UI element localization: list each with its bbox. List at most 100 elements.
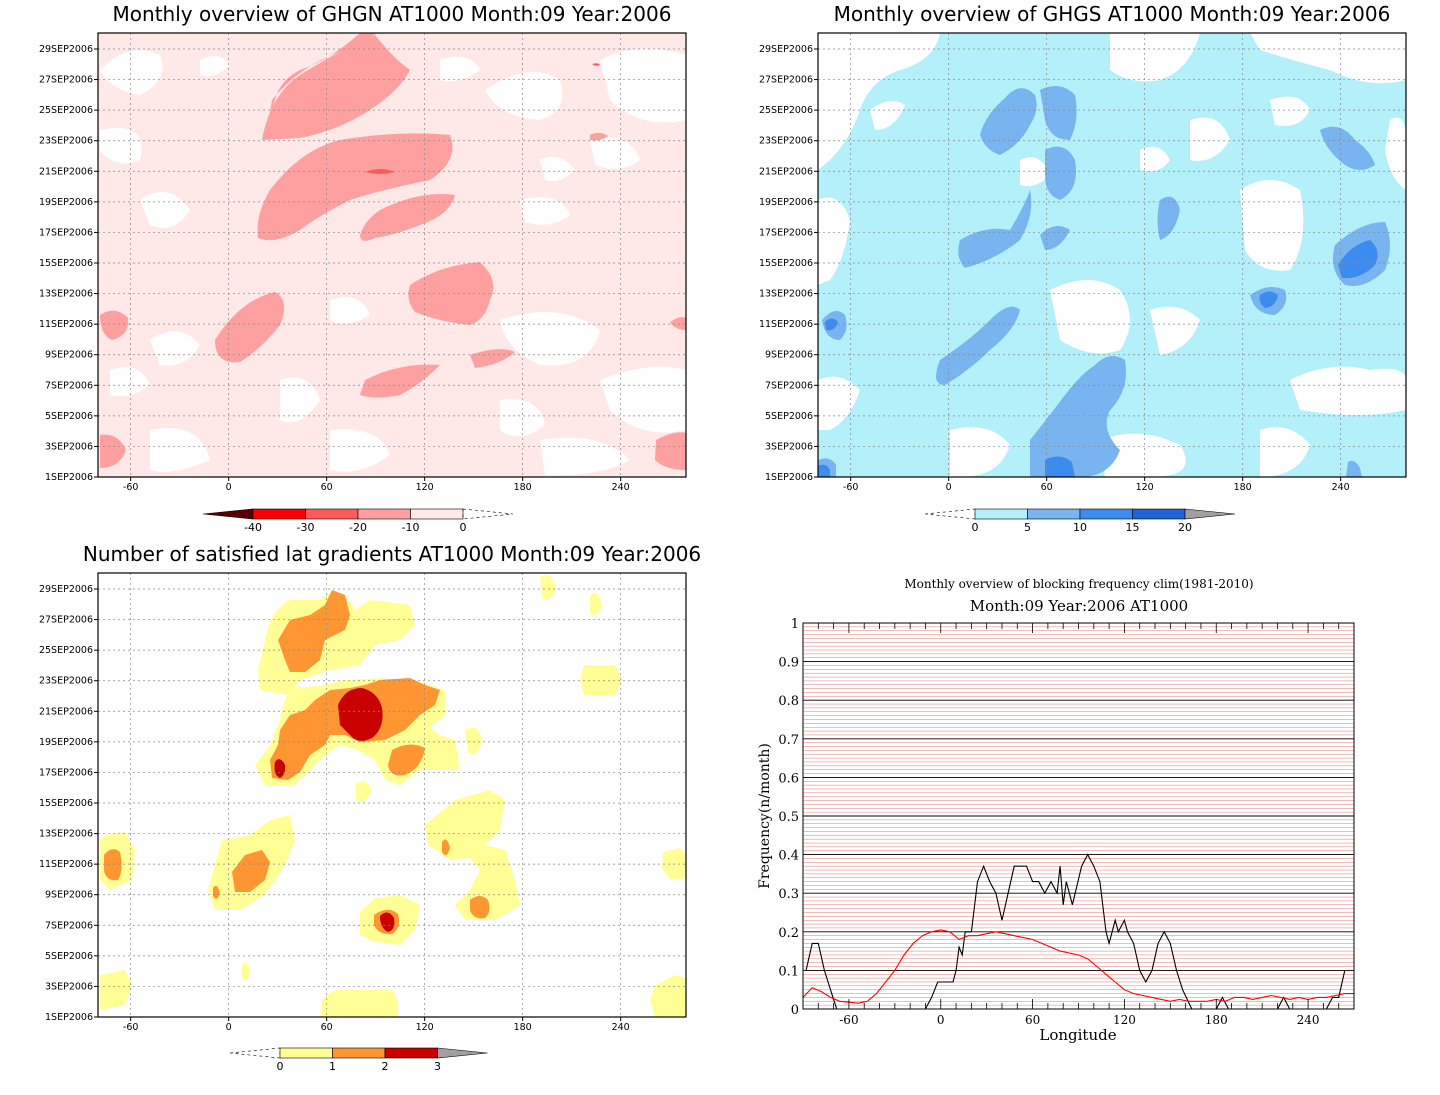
y-tick-label: 9SEP2006 (45, 350, 93, 361)
colorbar-segment (384, 1047, 438, 1059)
y-tick-label: 29SEP2006 (39, 584, 93, 595)
y-tick-label: 17SEP2006 (39, 227, 93, 238)
ghgn-panel: Monthly overview of GHGN AT1000 Month:09… (39, 2, 687, 534)
y-tick-label: 0 (791, 1003, 799, 1018)
y-tick-label: 1SEP2006 (45, 1012, 93, 1023)
y-tick-label: 7SEP2006 (45, 920, 93, 931)
colorbar-label: 3 (434, 1060, 441, 1073)
y-tick-label: 23SEP2006 (759, 136, 813, 147)
blocking-chart-subtitle: Month:09 Year:2006 AT1000 (970, 597, 1188, 615)
y-tick-label: 0.9 (778, 656, 799, 671)
y-tick-label: 0.4 (778, 849, 799, 864)
y-tick-label: 21SEP2006 (759, 166, 813, 177)
colorbar-segment (252, 508, 306, 520)
lat-gradients-gridlines (98, 573, 686, 1017)
colorbar-label: 20 (1178, 521, 1192, 534)
colorbar-segment (279, 1047, 333, 1059)
colorbar-segment (974, 508, 1028, 520)
colorbar-end-triangle (202, 508, 254, 520)
y-tick-label: 7SEP2006 (765, 380, 813, 391)
x-tick-label: 240 (1332, 482, 1350, 493)
y-tick-label: 17SEP2006 (759, 227, 813, 238)
x-tick-label: -60 (843, 482, 859, 493)
ghgs-gridlines (818, 33, 1406, 477)
y-tick-label: 27SEP2006 (39, 75, 93, 86)
colorbar-end-triangle (437, 1047, 488, 1059)
ghgs-colorbar: 0 5 10 15 20 (924, 508, 1236, 534)
lat-gradients-fill-max (274, 688, 395, 932)
y-tick-label: 15SEP2006 (759, 258, 813, 269)
y-tick-label: 25SEP2006 (759, 105, 813, 116)
colorbar-segment (410, 508, 464, 520)
colorbar-end-triangle-open (229, 1047, 281, 1059)
x-tick-label: -60 (839, 1013, 858, 1027)
y-tick-label: 5SEP2006 (45, 951, 93, 962)
ghgn-fill-light (98, 33, 686, 477)
y-tick-label: 0.7 (778, 733, 799, 748)
y-tick-label: 0.3 (778, 887, 799, 902)
x-tick-label: 60 (321, 1022, 333, 1033)
x-tick-label: -60 (123, 1022, 139, 1033)
colorbar-label: -10 (402, 521, 420, 534)
x-tick-label: 0 (946, 482, 952, 493)
x-tick-label: 120 (416, 1022, 434, 1033)
blocking-series (803, 853, 1354, 1009)
colorbar-segment (305, 508, 359, 520)
ghgn-field (98, 33, 686, 477)
colorbar-label: 5 (1024, 521, 1031, 534)
series-line-1 (803, 929, 1354, 1004)
y-tick-label: 0.5 (778, 810, 799, 825)
y-tick-label: 29SEP2006 (759, 44, 813, 55)
colorbar-segment (1132, 508, 1186, 520)
y-tick-label: 3SEP2006 (45, 981, 93, 992)
y-tick-label: 11SEP2006 (39, 859, 93, 870)
y-tick-label: 15SEP2006 (39, 798, 93, 809)
y-tick-label: 0.1 (778, 964, 799, 979)
blocking-y-axis-label: Frequency(n/month) (757, 743, 773, 889)
colorbar-end-triangle (1184, 508, 1236, 520)
ghgn-frame (97, 32, 687, 478)
x-tick-label: 240 (1297, 1013, 1320, 1027)
colorbar-label: -30 (297, 521, 315, 534)
lat-gradients-field (98, 573, 686, 1017)
lat-gradients-axis-ticks: -60 0 60 120 180 240 1SEP2006 3SEP2006 5SEP2006 7… (39, 584, 630, 1033)
colorbar-label: 0 (277, 1060, 284, 1073)
y-tick-label: 7SEP2006 (45, 380, 93, 391)
colorbar-label: 15 (1126, 521, 1140, 534)
x-tick-label: 180 (1205, 1013, 1228, 1027)
y-tick-label: 1 (791, 617, 799, 632)
colorbar-segment (1027, 508, 1081, 520)
ghgn-axis-ticks: -60 0 60 120 180 240 1SEP2006 3SEP2006 5SEP2006 7… (39, 44, 630, 493)
colorbar-segment (332, 1047, 386, 1059)
x-tick-label: 240 (612, 1022, 630, 1033)
ghgs-frame (817, 32, 1407, 478)
lat-gradients-fill-mid-3 (213, 885, 220, 899)
x-tick-label: 180 (514, 1022, 532, 1033)
y-tick-label: 21SEP2006 (39, 166, 93, 177)
colorbar-end-triangle-open (924, 508, 976, 520)
colorbar-segment (357, 508, 411, 520)
y-tick-label: 5SEP2006 (45, 411, 93, 422)
y-tick-label: 0.8 (778, 694, 799, 709)
y-tick-label: 3SEP2006 (765, 441, 813, 452)
y-tick-label: 0.2 (778, 926, 799, 941)
x-tick-label: 180 (1234, 482, 1252, 493)
x-tick-label: 120 (416, 482, 434, 493)
y-tick-label: 5SEP2006 (765, 411, 813, 422)
y-tick-label: 0.6 (778, 771, 799, 786)
ghgn-colorbar: -40 -30 -20 -10 0 (202, 508, 514, 534)
y-tick-label: 13SEP2006 (39, 829, 93, 840)
ghgs-panel: Monthly overview of GHGS AT1000 Month:09… (759, 2, 1407, 534)
y-tick-label: 11SEP2006 (759, 319, 813, 330)
y-tick-label: 23SEP2006 (39, 136, 93, 147)
y-tick-label: 9SEP2006 (765, 350, 813, 361)
lat-gradients-title: Number of satisfied lat gradients AT1000… (83, 542, 701, 566)
y-tick-label: 19SEP2006 (759, 197, 813, 208)
y-tick-label: 19SEP2006 (39, 197, 93, 208)
y-tick-label: 19SEP2006 (39, 737, 93, 748)
blocking-frequency-panel: Monthly overview of blocking frequency c… (757, 577, 1355, 1044)
blocking-grid-lines (803, 622, 1354, 1010)
y-tick-label: 27SEP2006 (39, 615, 93, 626)
ghgn-fill-mid (100, 33, 686, 470)
